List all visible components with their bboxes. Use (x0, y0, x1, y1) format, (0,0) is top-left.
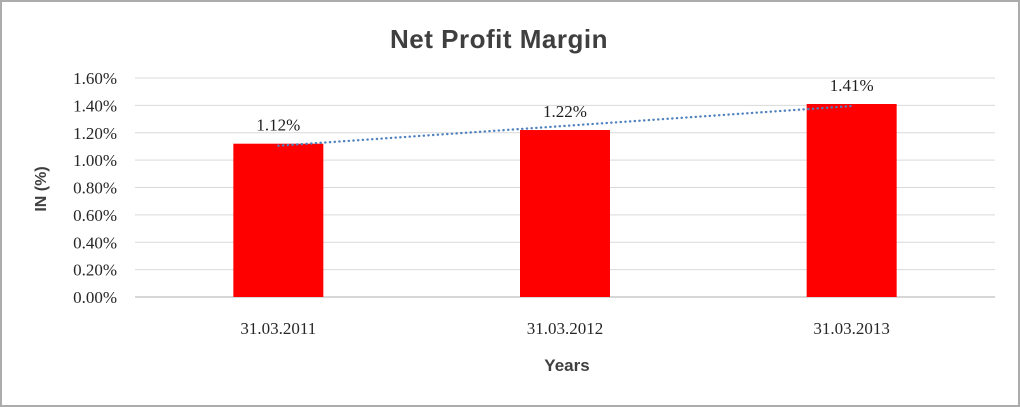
bar-value-label: 1.22% (543, 102, 587, 121)
y-tick-label: 1.20% (73, 124, 117, 143)
bar-value-label: 1.12% (256, 116, 300, 135)
x-category-label: 31.03.2013 (813, 319, 890, 338)
bar (233, 143, 324, 297)
bar (520, 130, 610, 297)
y-tick-label: 0.20% (73, 261, 117, 280)
bar (806, 104, 897, 297)
y-tick-label: 0.60% (73, 206, 117, 225)
y-tick-label: 1.00% (73, 151, 117, 170)
y-tick-label: 0.00% (73, 288, 117, 307)
bar-value-label: 1.41% (830, 76, 874, 95)
x-category-label: 31.03.2011 (240, 319, 316, 338)
y-tick-label: 0.80% (73, 179, 117, 198)
x-category-label: 31.03.2012 (527, 319, 604, 338)
y-axis-title: IN (%) (33, 166, 50, 212)
x-axis-title: Years (544, 356, 590, 375)
y-tick-label: 0.40% (73, 233, 117, 252)
trendline (277, 104, 853, 147)
y-tick-label: 1.60% (73, 69, 117, 88)
y-tick-label: 1.40% (73, 96, 117, 115)
chart-title: Net Profit Margin (390, 24, 608, 54)
